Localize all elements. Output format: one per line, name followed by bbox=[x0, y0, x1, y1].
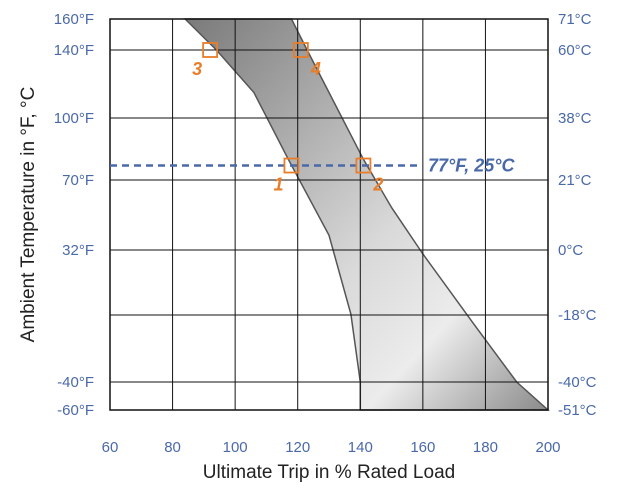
y-right-tick-labels: -51°C -40°C -18°C 0°C 21°C 38°C 60°C 71°C bbox=[558, 11, 597, 419]
y-right-tick-label: 60°C bbox=[558, 42, 592, 59]
point-label-3: 3 bbox=[192, 59, 202, 79]
x-tick-label: 140 bbox=[348, 439, 373, 456]
x-tick-label: 160 bbox=[410, 439, 435, 456]
y-right-tick-label: 21°C bbox=[558, 172, 592, 189]
y-left-tick-label: 140°F bbox=[54, 42, 94, 59]
y-left-tick-label: -60°F bbox=[57, 402, 94, 419]
point-marker-3 bbox=[202, 42, 219, 58]
y-right-tick-label: -51°C bbox=[558, 402, 597, 419]
point-marker-1 bbox=[283, 157, 300, 174]
y-right-tick-label: -18°C bbox=[558, 307, 597, 324]
point-label-1: 1 bbox=[273, 175, 283, 195]
y-left-tick-label: -40°F bbox=[57, 374, 94, 391]
x-tick-label: 100 bbox=[223, 439, 248, 456]
point-label-2: 2 bbox=[372, 175, 383, 195]
trip-band-layer bbox=[183, 18, 550, 411]
x-tick-label: 180 bbox=[473, 439, 498, 456]
x-tick-labels: 60 80 100 120 140 160 180 200 bbox=[102, 439, 561, 456]
plot-frame bbox=[109, 18, 549, 411]
y-right-tick-label: 38°C bbox=[558, 110, 592, 127]
reference-line-label: 77°F, 25°C bbox=[428, 156, 515, 176]
x-tick-label: 80 bbox=[164, 439, 181, 456]
x-axis-title: Ultimate Trip in % Rated Load bbox=[203, 462, 455, 483]
x-tick-label: 120 bbox=[285, 439, 310, 456]
y-left-tick-label: 70°F bbox=[62, 172, 94, 189]
x-tick-label: 200 bbox=[535, 439, 560, 456]
point-marker-2 bbox=[355, 157, 372, 174]
reference-line-layer: 77°F, 25°C bbox=[110, 156, 515, 176]
point-marker-4 bbox=[292, 42, 309, 58]
y-left-tick-labels: -60°F -40°F 32°F 70°F 100°F 140°F 160°F bbox=[54, 11, 94, 419]
y-right-tick-label: 0°C bbox=[558, 242, 583, 259]
x-tick-label: 60 bbox=[102, 439, 119, 456]
y-left-tick-label: 100°F bbox=[54, 110, 94, 127]
y-right-tick-label: 71°C bbox=[558, 11, 592, 28]
point-label-4: 4 bbox=[310, 59, 321, 79]
y-right-tick-label: -40°C bbox=[558, 374, 597, 391]
trip-band bbox=[183, 18, 550, 411]
y-left-tick-label: 160°F bbox=[54, 11, 94, 28]
y-axis-title: Ambient Temperature in °F, °C bbox=[18, 87, 39, 343]
grid-layer bbox=[109, 18, 549, 411]
y-left-tick-label: 32°F bbox=[62, 242, 94, 259]
points-layer: 1 2 3 4 bbox=[192, 42, 383, 195]
